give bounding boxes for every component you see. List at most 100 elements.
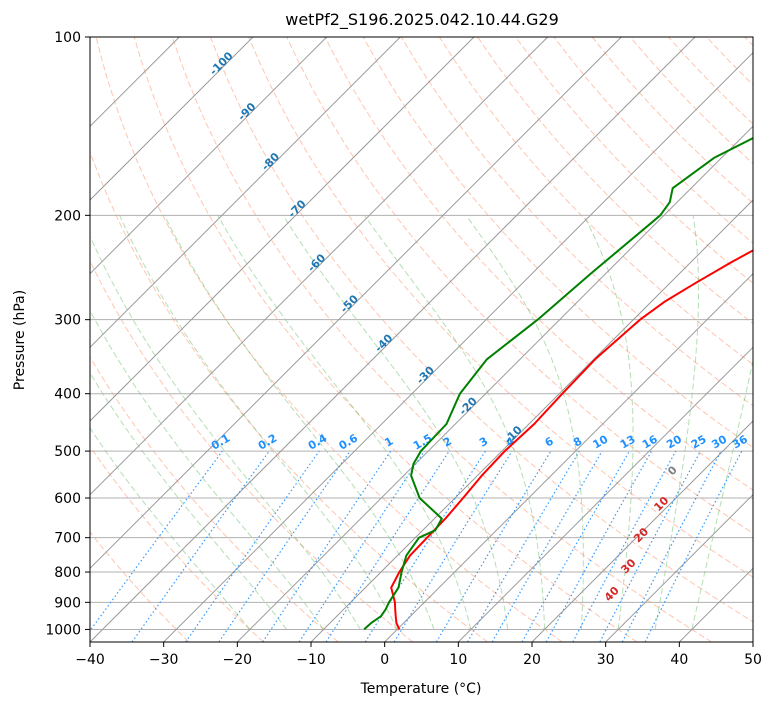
moist-adiabat	[217, 215, 472, 630]
isotherm	[605, 493, 753, 642]
mixing-ratio-label: 10	[591, 432, 611, 451]
mixing-ratio-line	[325, 450, 450, 642]
y-tick-label: 600	[54, 491, 81, 507]
mixing-ratio-label: 20	[664, 432, 684, 451]
isotherm-label: -20	[457, 394, 480, 417]
y-tick-label: 400	[54, 387, 81, 403]
dry-adiabat	[668, 37, 753, 125]
x-tick-label: −30	[149, 652, 179, 668]
x-tick-label: 30	[597, 652, 615, 668]
moist-adiabat	[583, 215, 634, 630]
plot-frame	[89, 36, 754, 643]
isotherm	[90, 37, 696, 642]
dewpoint-profile	[363, 136, 753, 631]
isotherm	[90, 37, 549, 496]
isotherm	[90, 37, 401, 349]
dry-adiabat	[400, 37, 753, 407]
mixing-ratio-line	[298, 450, 425, 642]
y-axis-ticks: 100 200 300 400 500 600 700 800 900 1000	[45, 30, 90, 638]
isotherm-label: -40	[372, 331, 395, 354]
isotherm-label: -50	[338, 292, 361, 315]
mixing-ratio-label: 25	[689, 433, 709, 452]
mixing-ratio-line	[599, 450, 702, 642]
mixing-ratio-line	[131, 450, 270, 642]
mixing-ratio-label: 0.1	[209, 432, 232, 453]
x-tick-label: 0	[380, 652, 389, 668]
dry-adiabat	[553, 37, 753, 244]
y-tick-label: 700	[54, 531, 81, 547]
y-axis-label: Pressure (hPa)	[12, 290, 28, 390]
isotherm	[384, 272, 753, 642]
x-tick-label: 50	[744, 652, 762, 668]
x-tick-label: 20	[523, 652, 541, 668]
isotherm	[90, 37, 254, 201]
mixing-ratio-line	[218, 450, 351, 642]
dry-adiabat	[90, 445, 264, 642]
moist-adiabat	[282, 215, 509, 630]
moist-adiabat	[119, 215, 398, 630]
isotherm	[90, 37, 622, 570]
moist-adiabat	[654, 215, 699, 630]
dry-adiabat	[90, 356, 339, 642]
isotherm	[531, 420, 753, 642]
background-lines: 0.1 0.2 0.4 0.6 1 1.5 2 3 4 6 8 10 13 16 20 25 30 36-100-…	[90, 37, 753, 642]
x-tick-label: −40	[75, 652, 105, 668]
x-axis-label: Temperature (°C)	[360, 681, 482, 697]
isotherm	[457, 346, 753, 642]
isotherm	[752, 641, 753, 642]
mixing-ratio-label: 1	[382, 435, 395, 450]
isotherm-label: -80	[259, 150, 282, 173]
mixing-ratio-label: 13	[618, 433, 638, 452]
dry-adiabat	[90, 150, 488, 642]
x-tick-label: 40	[670, 652, 688, 668]
dry-adiabat	[706, 37, 753, 86]
sounding-profiles	[363, 136, 753, 631]
isotherm	[90, 37, 475, 422]
mixing-ratio-label: 8	[571, 435, 584, 450]
theta-e-label: 40	[602, 584, 622, 604]
dry-adiabat	[133, 37, 638, 642]
dry-adiabat	[744, 37, 753, 47]
dry-adiabat	[90, 531, 190, 642]
x-tick-label: −10	[296, 652, 326, 668]
moist-adiabat	[90, 309, 324, 630]
mixing-ratio-line	[185, 450, 320, 642]
mixing-ratio-line	[393, 450, 513, 642]
moist-adiabat	[90, 371, 288, 630]
theta-e-label: 20	[631, 525, 651, 545]
isotherm-label: -60	[305, 251, 328, 274]
mixing-ratio-label: 30	[709, 432, 729, 451]
dry-adiabat	[248, 37, 753, 578]
isotherm-label: -70	[285, 197, 308, 220]
dry-adiabat	[515, 37, 753, 284]
isotherm	[163, 51, 753, 642]
x-tick-label: −20	[223, 652, 253, 668]
mixing-ratio-line	[262, 450, 392, 642]
y-tick-label: 1000	[45, 622, 81, 638]
mixing-ratio-line	[466, 450, 580, 642]
mixing-ratio-line	[435, 450, 552, 642]
dry-adiabat	[591, 37, 753, 204]
mixing-ratio-label: 16	[640, 432, 660, 451]
y-tick-label: 800	[54, 565, 81, 581]
isotherm	[310, 199, 753, 642]
isotherm-label: -100	[207, 49, 236, 78]
x-axis-ticks: −40 −30 −20 −10 0 10 20 30 40 50	[75, 642, 762, 668]
isotherm	[678, 567, 753, 642]
mixing-ratio-label: 0.4	[306, 431, 330, 452]
dry-adiabat	[90, 259, 414, 642]
theta-e-label: 30	[619, 556, 639, 576]
mixing-ratio-label: 3	[477, 435, 490, 450]
y-tick-label: 100	[54, 30, 81, 46]
mixing-ratio-line	[545, 450, 653, 642]
moist-adiabat	[364, 215, 546, 630]
temperature-profile	[390, 249, 753, 630]
mixing-ratio-line	[90, 450, 223, 632]
moist-adiabat	[90, 427, 251, 630]
mixing-ratio-line	[521, 450, 631, 642]
chart-title: wetPf2_S196.2025.042.10.44.G29	[285, 10, 559, 30]
dry-adiabat	[95, 37, 563, 642]
y-tick-label: 200	[54, 208, 81, 224]
mixing-ratio-label: 6	[543, 434, 556, 449]
